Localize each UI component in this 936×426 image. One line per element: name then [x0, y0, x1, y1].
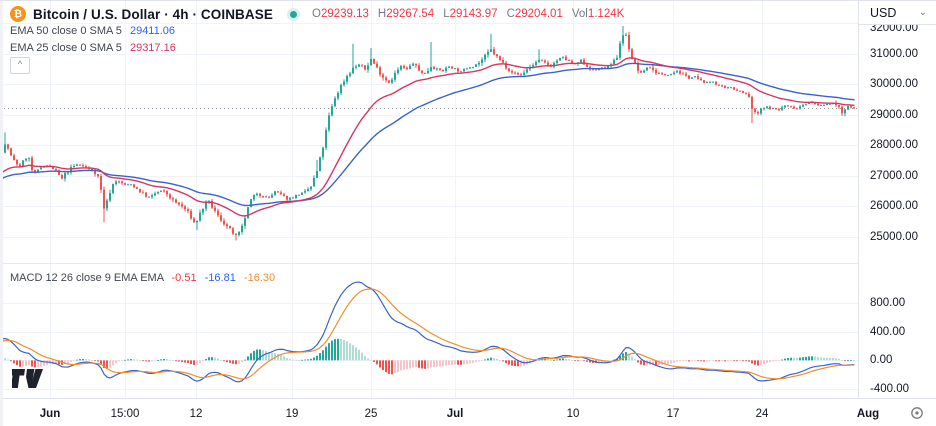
market-status-dot — [289, 10, 297, 18]
ema50-legend-label: EMA 50 close 0 SMA 5 — [10, 25, 122, 37]
time-axis-label: 24 — [755, 407, 769, 420]
time-axis-label: 10 — [566, 407, 580, 420]
axis-label: 400.00 — [870, 326, 906, 338]
price-axis[interactable]: USD ⌄ 32000.00 31000.00 30000.00 29000.00 28… — [858, 1, 936, 398]
ema25-legend-row[interactable]: EMA 25 close 0 SMA 5 29317.16 — [10, 42, 176, 54]
axis-label: 26000.00 — [870, 200, 918, 212]
axis-label: 0.00 — [870, 354, 893, 366]
axis-label: 800.00 — [870, 297, 906, 309]
ema50-legend-row[interactable]: EMA 50 close 0 SMA 5 29411.06 — [10, 25, 175, 37]
macd-legend-row[interactable]: MACD 12 26 close 9 EMA EMA -0.51 -16.81 … — [10, 272, 275, 284]
time-axis-label: 12 — [189, 407, 203, 420]
time-axis-label: Aug — [856, 407, 880, 420]
ohlc-readout: O29239.13 H29267.54 L29143.97 C29204.01 … — [312, 8, 624, 20]
axis-label: 31000.00 — [870, 48, 918, 60]
time-axis-label: 17 — [666, 407, 680, 420]
axis-label: 25000.00 — [870, 231, 918, 243]
time-axis[interactable]: Jun 15:00 12 19 25 Jul 10 17 24 Aug — [0, 398, 936, 426]
time-axis-label: 25 — [364, 407, 378, 420]
chart-canvas[interactable] — [0, 1, 858, 398]
high-value: H29267.54 — [377, 8, 435, 20]
symbol-header: ₿ Bitcoin / U.S. Dollar · 4h · COINBASE … — [10, 6, 624, 22]
symbol-title[interactable]: Bitcoin / U.S. Dollar · 4h · COINBASE — [33, 6, 273, 22]
currency-selector[interactable]: USD ⌄ — [859, 1, 936, 25]
axis-label: 29000.00 — [870, 109, 918, 121]
chevron-down-icon: ⌄ — [918, 6, 927, 18]
left-gutter — [0, 1, 3, 426]
ema25-legend-label: EMA 25 close 0 SMA 5 — [10, 42, 122, 54]
axis-label: 30000.00 — [870, 78, 918, 90]
currency-label: USD — [870, 5, 897, 20]
close-value: C29204.01 — [506, 8, 563, 20]
axis-label: -400.00 — [870, 383, 910, 395]
axis-label: 28000.00 — [870, 139, 918, 151]
macd-hist-value: -0.51 — [171, 272, 197, 284]
chart-area[interactable] — [0, 1, 858, 398]
ema50-legend-value: 29411.06 — [129, 25, 176, 37]
macd-line-value: -16.81 — [204, 272, 236, 284]
settings-gear-icon[interactable] — [909, 405, 925, 421]
macd-signal-value: -16.30 — [243, 272, 276, 284]
time-axis-label: Jul — [446, 407, 464, 420]
time-axis-label: 15:00 — [110, 407, 140, 420]
axis-label: 27000.00 — [870, 170, 918, 182]
macd-legend-label: MACD 12 26 close 9 EMA EMA — [10, 272, 164, 284]
bitcoin-icon: ₿ — [10, 6, 26, 22]
time-axis-label: 19 — [285, 407, 299, 420]
ema25-legend-value: 29317.16 — [129, 42, 176, 54]
time-axis-label: Jun — [39, 407, 61, 420]
low-value: L29143.97 — [443, 8, 498, 20]
axis-label: 32000.00 — [870, 22, 918, 34]
volume-value: Vol1.124K — [571, 8, 625, 20]
collapse-legend-button[interactable]: ^ — [10, 57, 30, 74]
open-value: O29239.13 — [311, 8, 369, 20]
tradingview-logo[interactable] — [10, 369, 46, 394]
